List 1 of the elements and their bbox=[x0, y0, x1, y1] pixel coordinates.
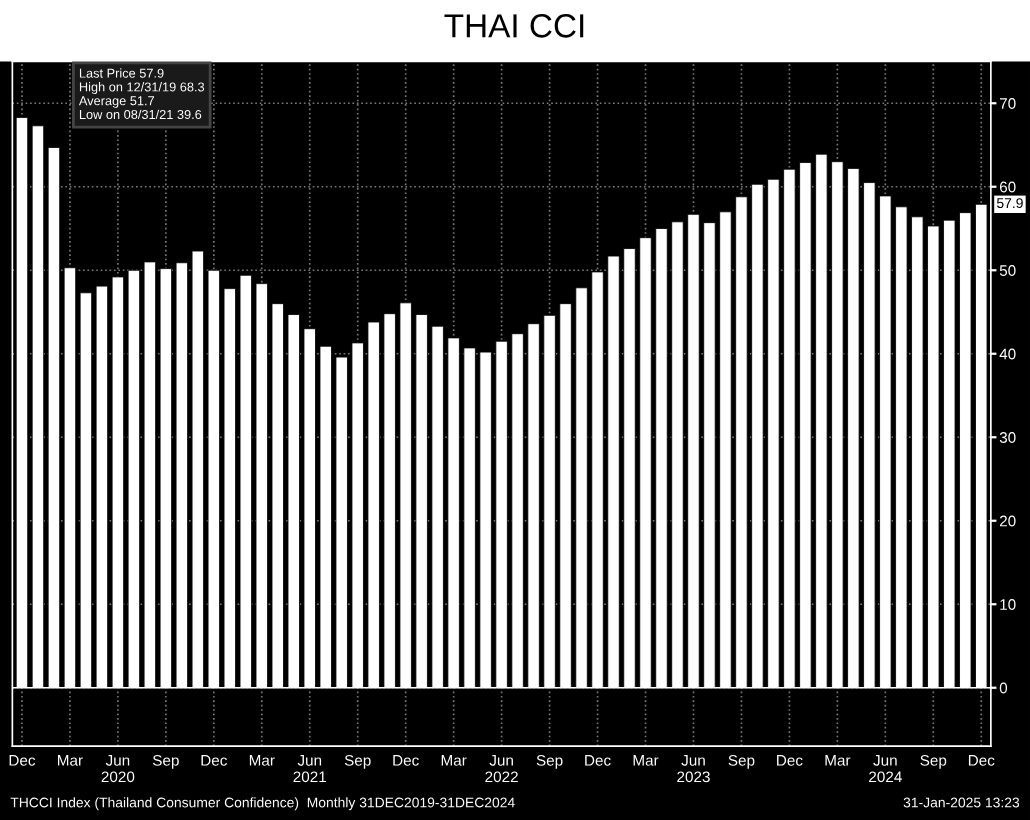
chart-title: THAI CCI bbox=[444, 14, 584, 38]
